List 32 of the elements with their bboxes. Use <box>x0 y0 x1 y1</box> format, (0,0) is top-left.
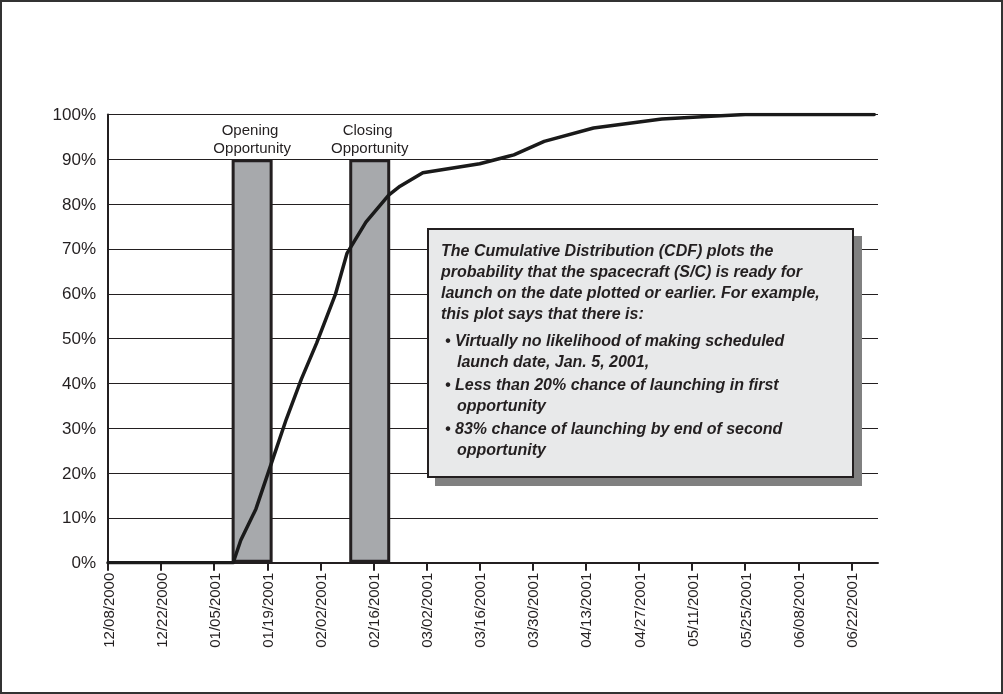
y-tick-label: 50% <box>61 329 96 349</box>
annotation: • Virtually no likelihood of making scheduled launch date, Jan. 5, 2001, <box>444 331 786 372</box>
x-tick-label: 05/25/2001 <box>736 572 754 648</box>
x-tick-label: 04/13/2001 <box>577 572 595 648</box>
y-tick-label: 90% <box>61 149 96 169</box>
x-tick-label: 06/08/2001 <box>789 572 807 648</box>
y-tick-label: 70% <box>61 239 96 259</box>
y-tick-label: 100% <box>52 105 96 124</box>
y-tick-label: 80% <box>61 194 96 214</box>
x-tick-label: 03/02/2001 <box>418 572 436 648</box>
y-tick-label: 60% <box>61 284 96 304</box>
series-label: Opening Opportunity <box>213 120 292 156</box>
series-label: Closing Opportunity <box>330 120 409 156</box>
annotation: The Cumulative Distribution (CDF) plots the probability that the spacecraft (S/C) is ready for launch on the date plotted or earlier. For example, this plot says that there is: <box>441 241 821 324</box>
y-tick-label: 10% <box>61 508 96 528</box>
x-tick-label: 12/22/2000 <box>152 572 170 648</box>
x-tick-label: 12/08/2000 <box>99 572 117 648</box>
x-tick-label: 02/16/2001 <box>365 572 383 648</box>
y-tick-label: 40% <box>61 373 96 393</box>
x-tick-label: 06/22/2001 <box>842 572 860 648</box>
x-tick-label: 01/19/2001 <box>258 572 276 648</box>
annotation: • Less than 20% chance of launching in first opportunity <box>444 375 780 416</box>
x-tick-label: 03/30/2001 <box>524 572 542 648</box>
y-tick-label: 20% <box>61 463 96 483</box>
x-tick-label: 02/02/2001 <box>311 572 329 648</box>
y-tick-label: 30% <box>61 418 96 438</box>
x-tick-label: 03/16/2001 <box>471 572 489 648</box>
annotation: • 83% chance of launching by end of second opportunity <box>444 419 784 460</box>
x-tick-label: 05/11/2001 <box>683 572 701 647</box>
y-tick-label: 0% <box>71 553 96 573</box>
x-tick-label: 04/27/2001 <box>630 572 648 648</box>
x-tick-label: 01/05/2001 <box>205 572 223 648</box>
